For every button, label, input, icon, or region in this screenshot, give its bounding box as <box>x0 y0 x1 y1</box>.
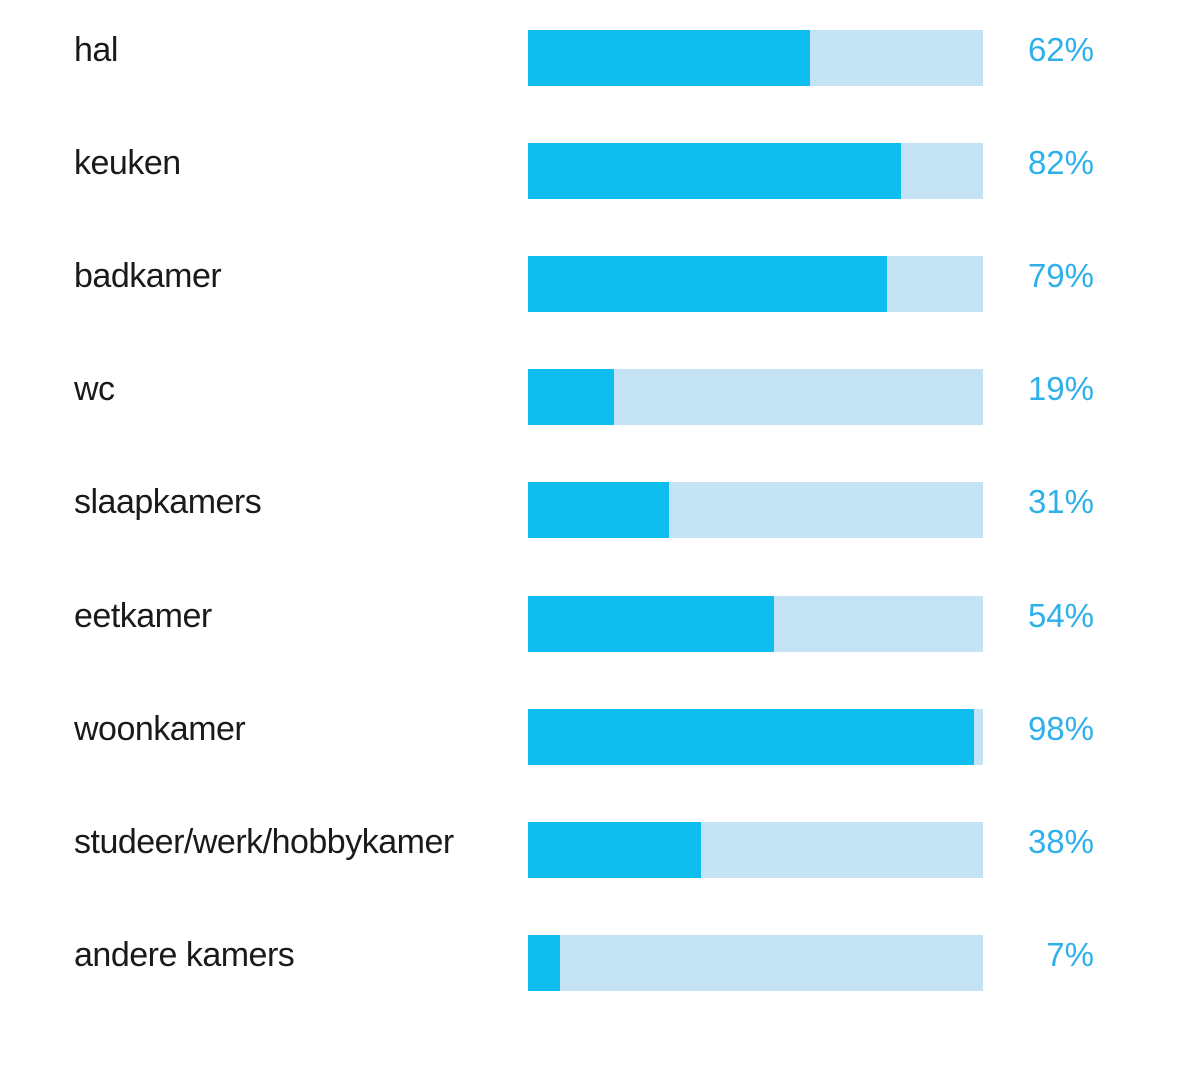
bar-track <box>528 821 983 878</box>
value-label: 31% <box>1027 483 1094 521</box>
category-label: keuken <box>74 144 181 183</box>
bar-row: hal 62% <box>0 30 1177 86</box>
category-label: hal <box>74 31 118 69</box>
bar <box>528 708 974 765</box>
value-label: 7% <box>1046 935 1094 973</box>
category-label: studeer/werk/hobbykamer <box>74 822 454 861</box>
bar-track <box>528 30 983 86</box>
bar <box>528 934 560 991</box>
bar <box>528 821 701 878</box>
bar-row: keuken 82% <box>0 143 1177 200</box>
category-label: andere kamers <box>74 935 295 974</box>
bar-track <box>528 595 983 652</box>
value-label: 54% <box>1027 596 1094 634</box>
bar-row: wc 19% <box>0 369 1177 426</box>
value-label: 82% <box>1027 144 1094 182</box>
bar-row: badkamer 79% <box>0 256 1177 313</box>
bar-track <box>528 256 983 313</box>
bar <box>528 482 670 539</box>
bar <box>528 369 615 426</box>
bar-track <box>528 934 983 991</box>
value-label: 79% <box>1027 257 1094 295</box>
value-label: 19% <box>1027 370 1094 408</box>
bar-track <box>528 369 983 426</box>
bar <box>528 256 888 313</box>
bar-track <box>528 708 983 765</box>
bar-row: slaapkamers 31% <box>0 482 1177 539</box>
bar <box>528 30 811 86</box>
category-label: slaapkamers <box>74 483 262 522</box>
category-label: wc <box>74 370 115 409</box>
value-label: 62% <box>1027 31 1094 68</box>
category-label: badkamer <box>74 257 222 296</box>
category-label: woonkamer <box>74 709 246 748</box>
bar-row: studeer/werk/hobbykamer 38% <box>0 821 1177 878</box>
value-label: 98% <box>1027 709 1094 747</box>
bar-row: woonkamer 98% <box>0 708 1177 765</box>
bar <box>528 143 902 200</box>
bar-row: eetkamer 54% <box>0 595 1177 652</box>
bar-track <box>528 143 983 200</box>
bar <box>528 595 774 652</box>
category-label: eetkamer <box>74 596 212 635</box>
bar-row: andere kamers 7% <box>0 934 1177 991</box>
value-label: 38% <box>1027 822 1094 860</box>
bar-track <box>528 482 983 539</box>
